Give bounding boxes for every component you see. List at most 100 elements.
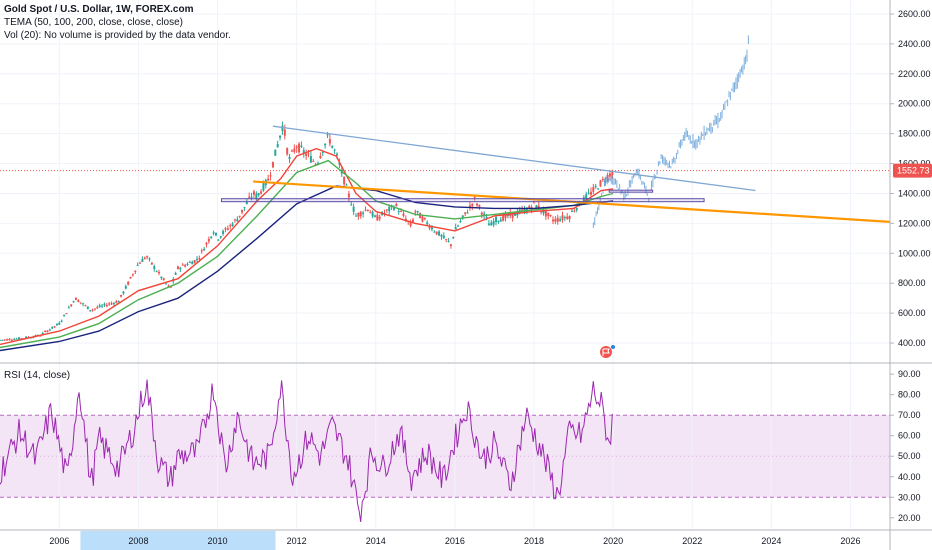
last-price-tag-bg [893, 163, 932, 178]
flag-earnings-icon-badge [611, 345, 615, 349]
candle-body [343, 176, 346, 185]
candle-body [260, 191, 263, 194]
candle-body [41, 333, 44, 335]
candle-body [461, 215, 464, 218]
legend-tema: TEMA (50, 100, 200, close, close, close) [4, 17, 183, 28]
time-axis-label: 2020 [603, 536, 623, 546]
candle-body [200, 250, 203, 252]
candle-body [549, 215, 552, 217]
candle-body [468, 205, 471, 208]
candle-body [48, 329, 51, 331]
legend-symbol: Gold Spot / U.S. Dollar, 1W, FOREX.com [4, 4, 193, 15]
candle-body [271, 161, 274, 168]
candle-body [347, 193, 350, 198]
candle-body [124, 286, 127, 289]
flag-earnings-icon-flag [602, 348, 610, 356]
rsi-axis-label: 50.00 [898, 451, 921, 461]
candle-body [236, 219, 239, 222]
candle-body [72, 301, 75, 303]
candle-body [101, 305, 104, 307]
candle-body [402, 213, 405, 216]
candle-body [592, 187, 595, 192]
candle-body [131, 274, 134, 276]
candle-body [345, 184, 348, 186]
candle-body [317, 162, 320, 164]
candle-body [129, 277, 132, 279]
tema-50-line [0, 147, 614, 346]
price-pane[interactable] [0, 0, 891, 362]
candle-body [542, 209, 545, 214]
candle-body [497, 220, 500, 222]
candle-body [487, 223, 490, 226]
candle-body [333, 149, 336, 151]
candle-body [582, 197, 585, 203]
time-axis-label: 2010 [208, 536, 228, 546]
candle-body [103, 303, 106, 306]
flag-earnings-icon[interactable] [600, 345, 615, 358]
rsi-axis-label: 30.00 [898, 492, 921, 502]
candle-body [233, 219, 236, 221]
candle-body [300, 145, 303, 148]
rsi-line [0, 379, 613, 522]
candle-body [388, 206, 391, 212]
last-price-tag-text: 1552.73 [897, 166, 930, 176]
time-axis-label: 2006 [49, 536, 69, 546]
candle-body [371, 211, 374, 217]
range-box [608, 189, 654, 193]
candle-body [556, 217, 559, 222]
candle-body [20, 338, 23, 340]
tema-100-line [0, 159, 614, 349]
price-axis-label: 1600.00 [898, 159, 931, 169]
candle-body [238, 215, 241, 217]
time-axis[interactable]: 2006 2008 2010 2012 2014 2016 2018 2020 2022 2024… [49, 531, 860, 550]
candle-body [250, 196, 253, 198]
price-axis[interactable]: 400.00 600.00 800.00 1000.00 1200.00 1400.00 1… [890, 9, 931, 348]
candle-body [293, 148, 296, 152]
candle-body [115, 301, 118, 304]
candle-body [58, 322, 61, 325]
candle-body [77, 300, 80, 303]
trendline-blue [272, 125, 756, 192]
candle-body [191, 261, 194, 265]
candle-body [51, 326, 54, 329]
candle-body [181, 264, 184, 266]
candle-body [570, 210, 573, 212]
candle-body [362, 212, 365, 214]
candle-body [283, 129, 286, 136]
candle-body [139, 262, 142, 264]
candle-body [414, 211, 417, 213]
time-axis-label: 2008 [128, 536, 148, 546]
candle-body [426, 222, 429, 225]
candle-body [466, 212, 469, 214]
candle-body [153, 266, 156, 269]
price-axis-label: 1200.00 [898, 218, 931, 228]
price-axis-label: 600.00 [898, 308, 926, 318]
rsi-axis-label: 90.00 [898, 369, 921, 379]
candle-body [53, 326, 56, 328]
price-axis-label: 400.00 [898, 338, 926, 348]
candle-body [499, 219, 502, 222]
candle-body [243, 207, 246, 209]
rsi-axis[interactable]: 20.00 30.00 40.00 50.00 60.00 70.00 80.00 90.00 [890, 369, 921, 523]
candle-body [554, 219, 557, 222]
candle-body [438, 231, 441, 236]
candle-body [112, 303, 115, 305]
candle-body [589, 191, 592, 195]
candle-body [212, 232, 215, 234]
candle-body [298, 143, 301, 153]
candle-body [167, 285, 170, 287]
candle-body [198, 258, 201, 260]
rsi-pane[interactable] [0, 364, 890, 529]
candle-body [252, 191, 255, 195]
candle-body [495, 216, 498, 222]
candle-body [528, 206, 531, 209]
price-axis-label: 800.00 [898, 278, 926, 288]
time-axis-label: 2018 [524, 536, 544, 546]
candle-body [385, 209, 388, 211]
candle-body [559, 219, 562, 221]
candle-body [8, 338, 11, 341]
candle-body [262, 183, 265, 191]
range-box [221, 198, 705, 203]
candle-body [295, 146, 298, 148]
